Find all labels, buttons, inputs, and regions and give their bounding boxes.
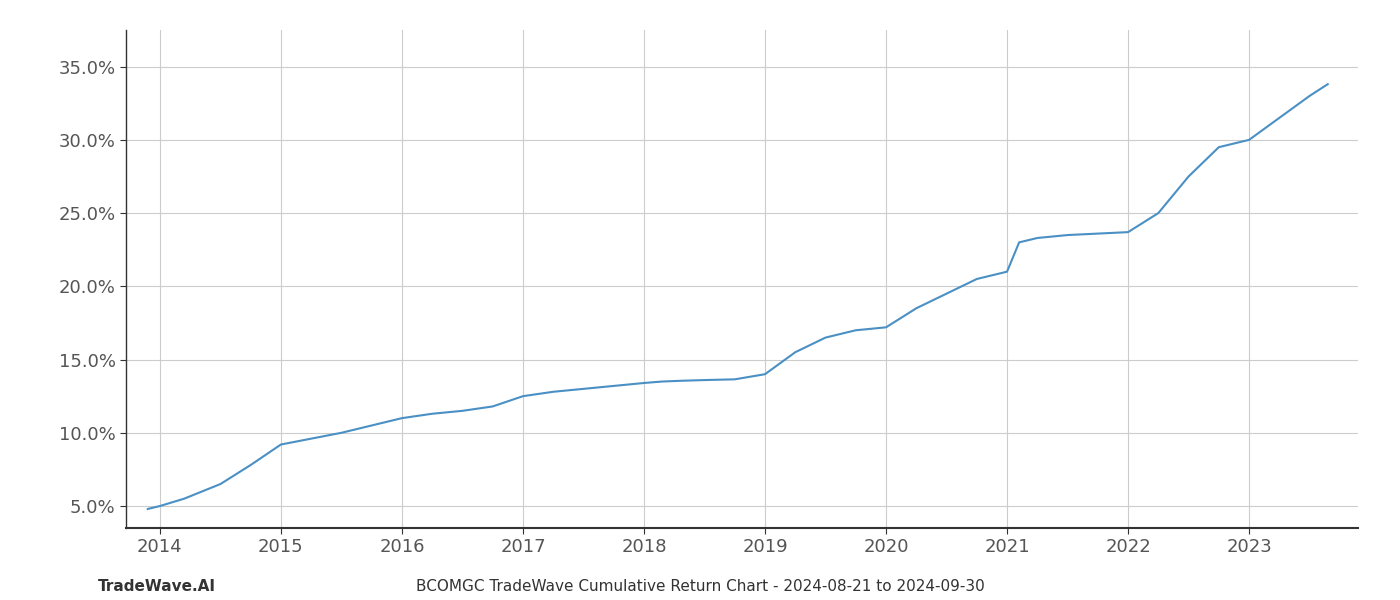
Text: BCOMGC TradeWave Cumulative Return Chart - 2024-08-21 to 2024-09-30: BCOMGC TradeWave Cumulative Return Chart… — [416, 579, 984, 594]
Text: TradeWave.AI: TradeWave.AI — [98, 579, 216, 594]
